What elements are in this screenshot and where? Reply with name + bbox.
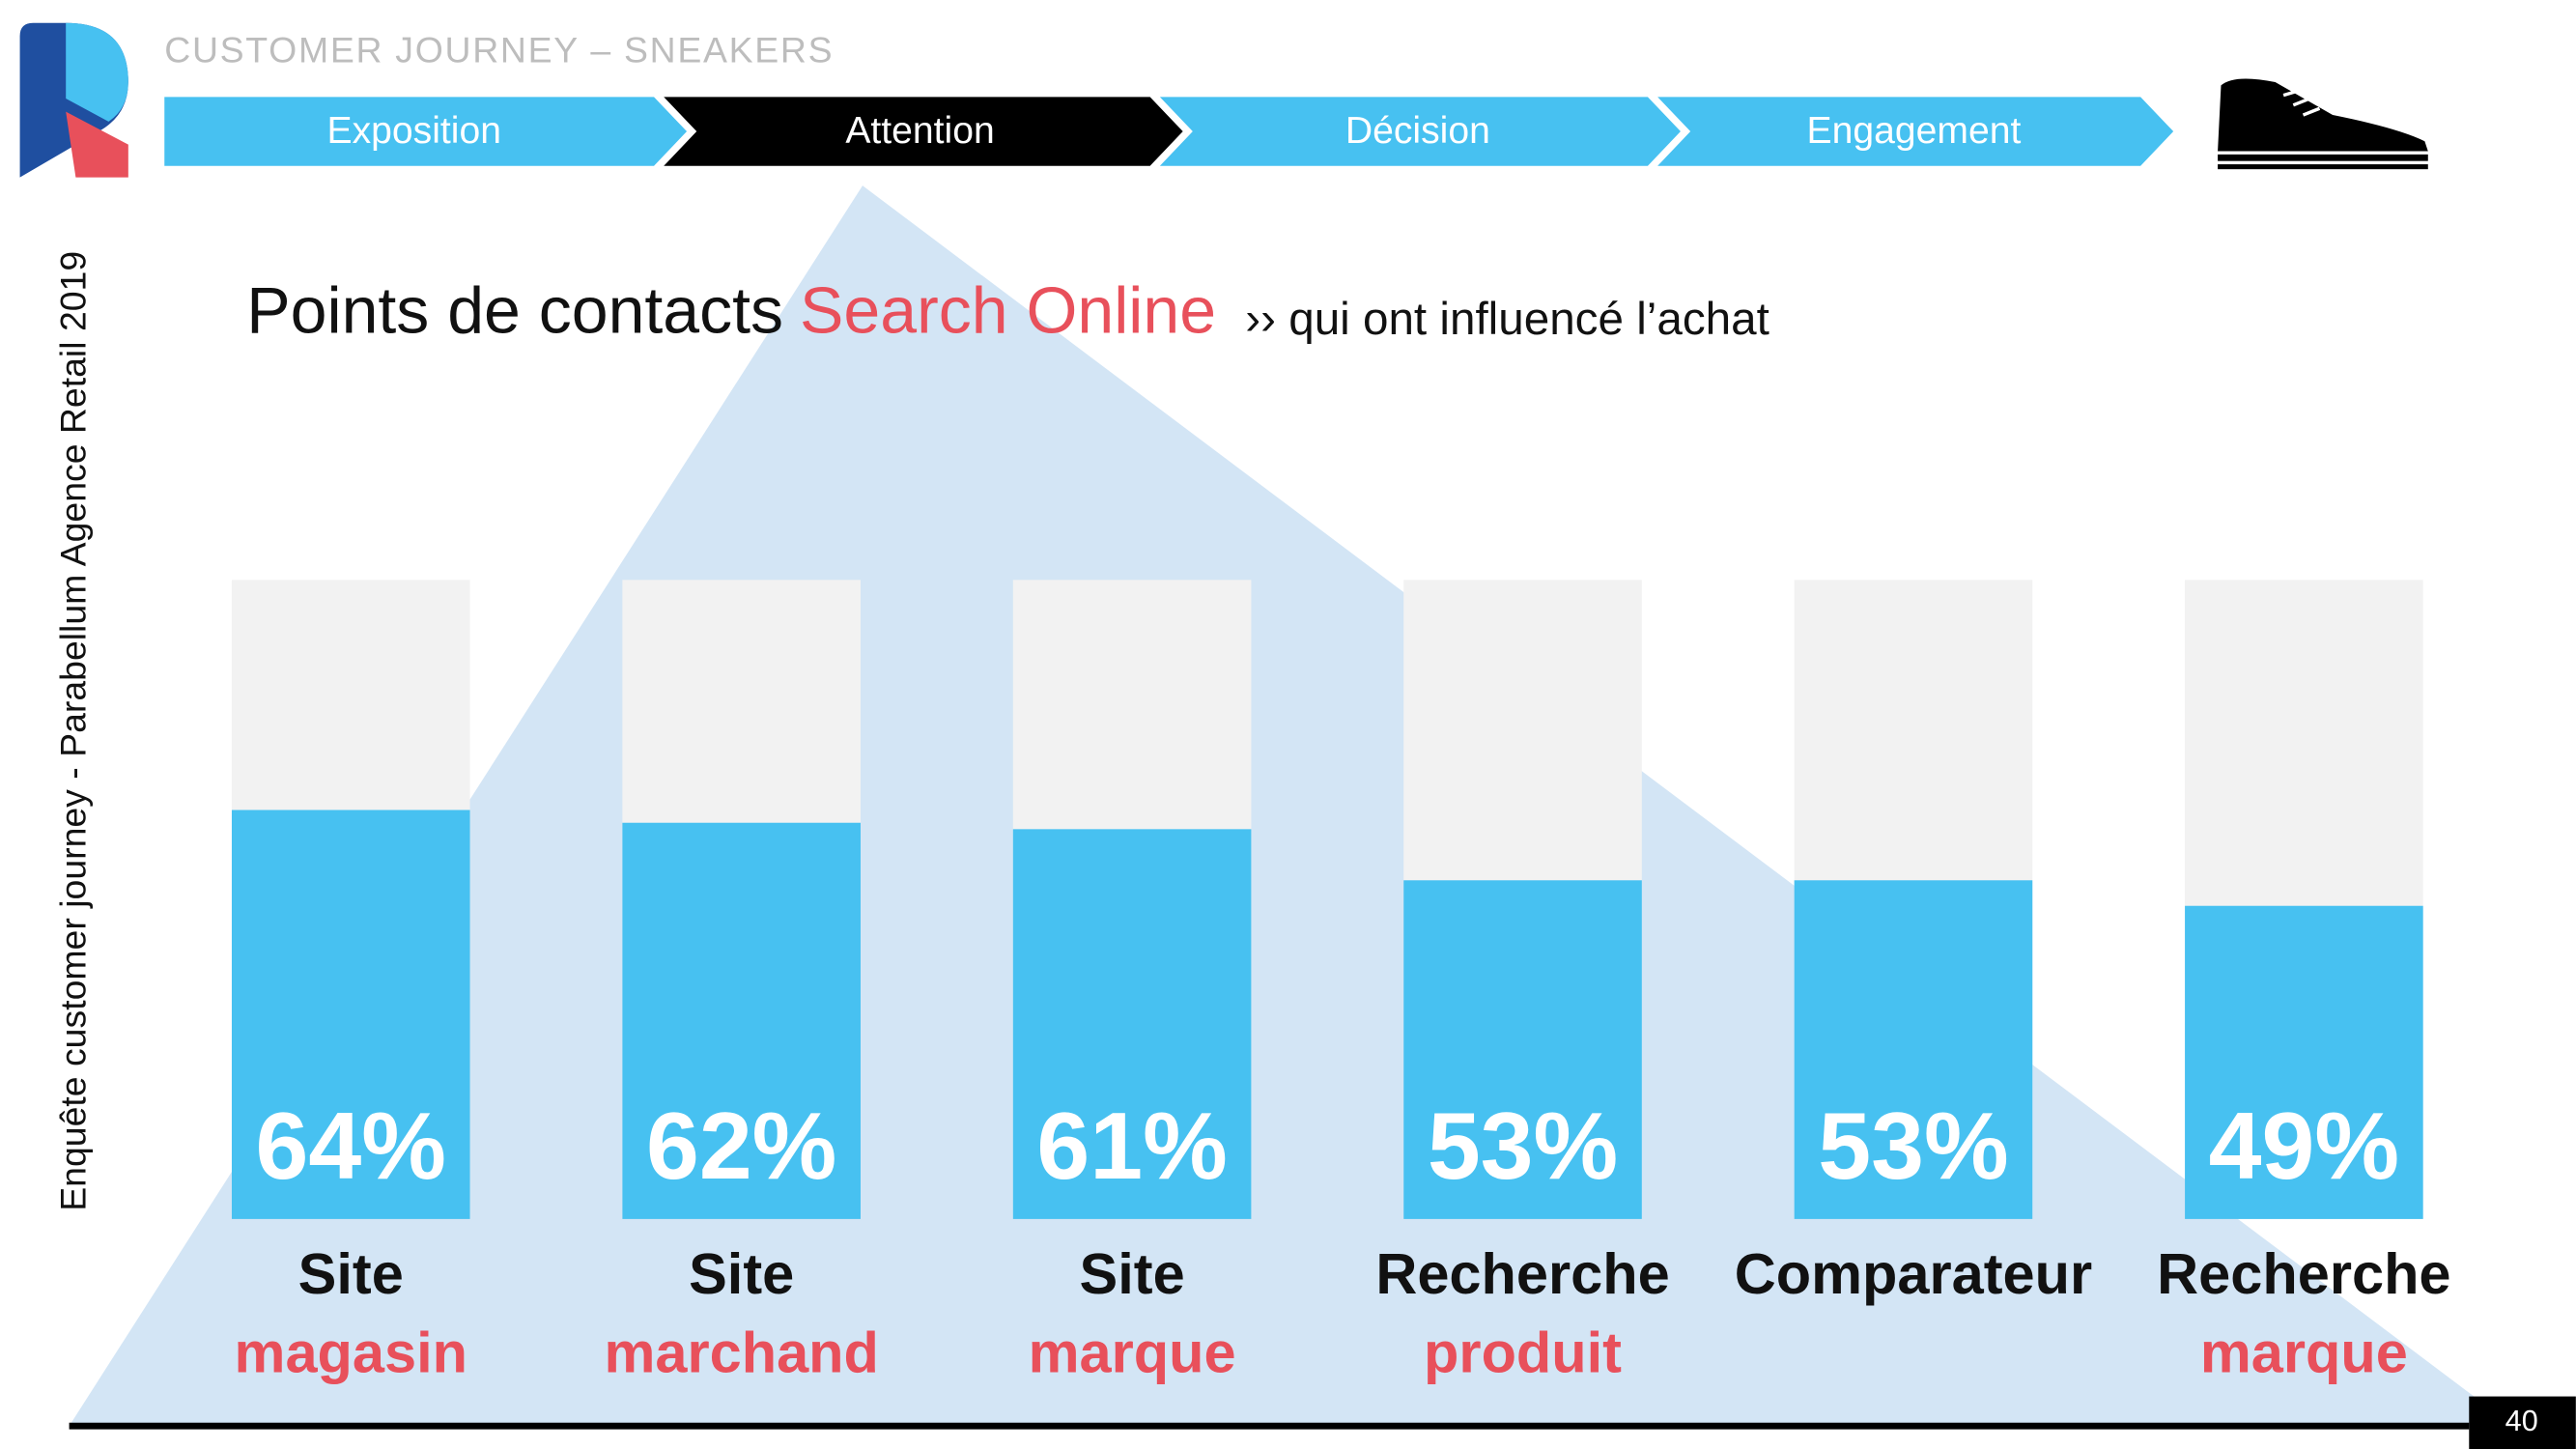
chart-subtitle: ›› qui ont influencé l’achat [1245, 294, 1769, 345]
page-number-box [2469, 1396, 2576, 1449]
bar [1403, 880, 1642, 1219]
sneaker-icon [2218, 78, 2428, 170]
category-label: marque [1029, 1320, 1236, 1384]
title-main: Points de contacts [246, 273, 783, 347]
bar [231, 810, 470, 1219]
value-label: 53% [1428, 1093, 1618, 1199]
title-highlight: Search Online [800, 273, 1216, 347]
step-label: Attention [845, 110, 994, 152]
steps-banner [164, 97, 2174, 166]
logo [19, 22, 128, 178]
bar [1012, 829, 1252, 1219]
bars: 64% Site magasin 62% Site marchand 61% Site marq… [231, 580, 2451, 1384]
category-label: magasin [235, 1320, 467, 1384]
value-label: 61% [1036, 1093, 1227, 1199]
step-label: Engagement [1807, 110, 2022, 152]
bar [2185, 905, 2423, 1219]
step-label: Exposition [327, 110, 501, 152]
category-label: produit [1424, 1320, 1622, 1384]
category-label: Site [298, 1241, 404, 1306]
side-note: Enquête customer journey - Parabellum Ag… [52, 251, 93, 1211]
category-label: marchand [604, 1320, 878, 1384]
bar [622, 822, 861, 1219]
value-label: 62% [646, 1093, 836, 1199]
value-label: 53% [1818, 1093, 2008, 1199]
page-number: 40 [2505, 1405, 2538, 1437]
category-label: Recherche [1375, 1241, 1669, 1306]
chart-title: Points de contacts Search Online [246, 273, 1216, 347]
category-label: Site [1080, 1241, 1185, 1306]
step-label: Décision [1345, 110, 1490, 152]
header-title: CUSTOMER JOURNEY – SNEAKERS [164, 29, 834, 70]
value-label: 64% [256, 1093, 446, 1199]
bar [1794, 880, 2033, 1219]
category-label: Site [689, 1241, 794, 1306]
category-label: Comparateur [1735, 1241, 2092, 1306]
category-label: marque [2200, 1320, 2408, 1384]
value-label: 49% [2209, 1093, 2399, 1199]
category-label: Recherche [2157, 1241, 2450, 1306]
